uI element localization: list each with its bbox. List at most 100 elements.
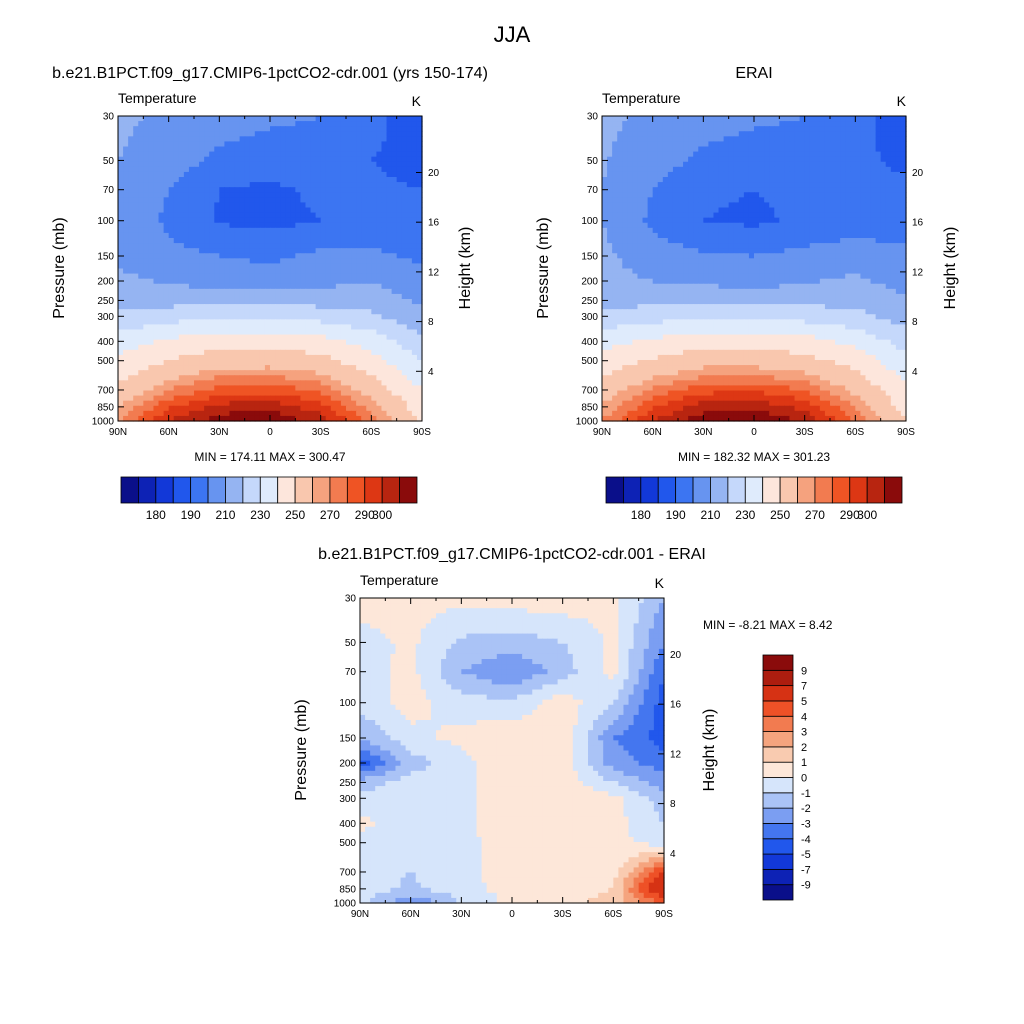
field-cell [315, 334, 322, 341]
field-cell [153, 309, 160, 315]
field-cell [667, 141, 674, 148]
field-cell [330, 263, 337, 270]
field-cell [678, 212, 684, 219]
field-cell [123, 288, 129, 295]
field-cell [396, 385, 403, 392]
field-cell [259, 248, 266, 254]
field-cell [759, 207, 765, 214]
field-cell [194, 197, 200, 204]
field-cell [163, 385, 170, 392]
field-cell [346, 126, 352, 132]
field-cell [386, 400, 393, 407]
field-cell [275, 360, 281, 366]
field-cell [356, 248, 362, 254]
field-cell [346, 375, 352, 381]
field-cell [270, 314, 276, 320]
field-cell [325, 344, 332, 351]
colorbar-label: 250 [285, 508, 305, 522]
field-cell [123, 405, 129, 412]
field-cell [229, 126, 236, 132]
field-cell [361, 156, 367, 163]
field-cell [356, 141, 362, 148]
field-cell [300, 177, 307, 183]
field-cell [396, 227, 403, 234]
field-cell [759, 116, 765, 122]
field-cell [759, 121, 765, 127]
field-cell [391, 222, 398, 229]
field-cell [305, 283, 312, 290]
field-cell [239, 192, 246, 198]
field-cell [366, 370, 372, 376]
field-cell [224, 339, 231, 346]
field-cell [627, 126, 633, 132]
field-cell [178, 380, 185, 387]
field-cell [830, 126, 836, 132]
field-cell [163, 304, 170, 310]
field-cell [900, 182, 907, 188]
field-cell [300, 243, 307, 249]
field-cell [340, 385, 347, 392]
field-cell [416, 405, 423, 412]
field-cell [870, 212, 877, 219]
field-cell [381, 156, 388, 163]
field-cell [789, 171, 796, 178]
field-cell [143, 151, 149, 158]
field-cell [693, 156, 699, 163]
field-cell [855, 166, 861, 173]
field-cell [607, 171, 613, 178]
field-cell [188, 370, 195, 376]
field-cell [123, 314, 129, 320]
field-cell [270, 217, 276, 224]
field-cell [300, 370, 307, 376]
field-cell [183, 187, 190, 193]
field-cell [325, 202, 332, 209]
field-cell [158, 268, 165, 275]
field-cell [713, 146, 720, 153]
field-cell [325, 253, 332, 259]
field-cell [411, 217, 418, 224]
field-cell [259, 187, 266, 193]
field-cell [270, 380, 276, 387]
field-cell [204, 334, 210, 341]
field-cell [627, 151, 633, 158]
field-cell [128, 177, 134, 183]
field-cell [300, 182, 307, 188]
field-cell [168, 405, 175, 412]
field-cell [244, 166, 251, 173]
field-cell [754, 161, 760, 168]
field-cell [300, 329, 307, 336]
field-cell [153, 314, 160, 320]
field-cell [900, 217, 907, 224]
field-cell [285, 197, 291, 204]
field-cell [325, 390, 332, 397]
field-cell [361, 126, 367, 132]
field-cell [330, 166, 337, 173]
field-cell [335, 375, 342, 381]
field-cell [214, 263, 220, 270]
field-cell [678, 217, 684, 224]
field-cell [356, 319, 362, 326]
field-cell [173, 192, 180, 198]
field-cell [143, 309, 149, 315]
field-cell [346, 354, 352, 361]
field-cell [769, 192, 775, 198]
field-cell [647, 151, 654, 158]
field-cell [335, 283, 342, 290]
field-cell [809, 197, 816, 204]
field-cell [880, 192, 887, 198]
field-cell [698, 141, 704, 148]
field-cell [178, 121, 185, 127]
field-cell [199, 273, 205, 280]
field-cell [244, 400, 251, 407]
field-cell [188, 309, 195, 315]
field-cell [315, 222, 322, 229]
field-cell [340, 309, 347, 315]
field-cell [814, 197, 821, 204]
colorbar-swatch [364, 476, 383, 504]
field-cell [148, 370, 155, 376]
field-cell [391, 268, 398, 275]
field-cell [188, 212, 195, 219]
field-cell [295, 126, 301, 132]
field-cell [168, 344, 175, 351]
field-cell [178, 278, 185, 285]
